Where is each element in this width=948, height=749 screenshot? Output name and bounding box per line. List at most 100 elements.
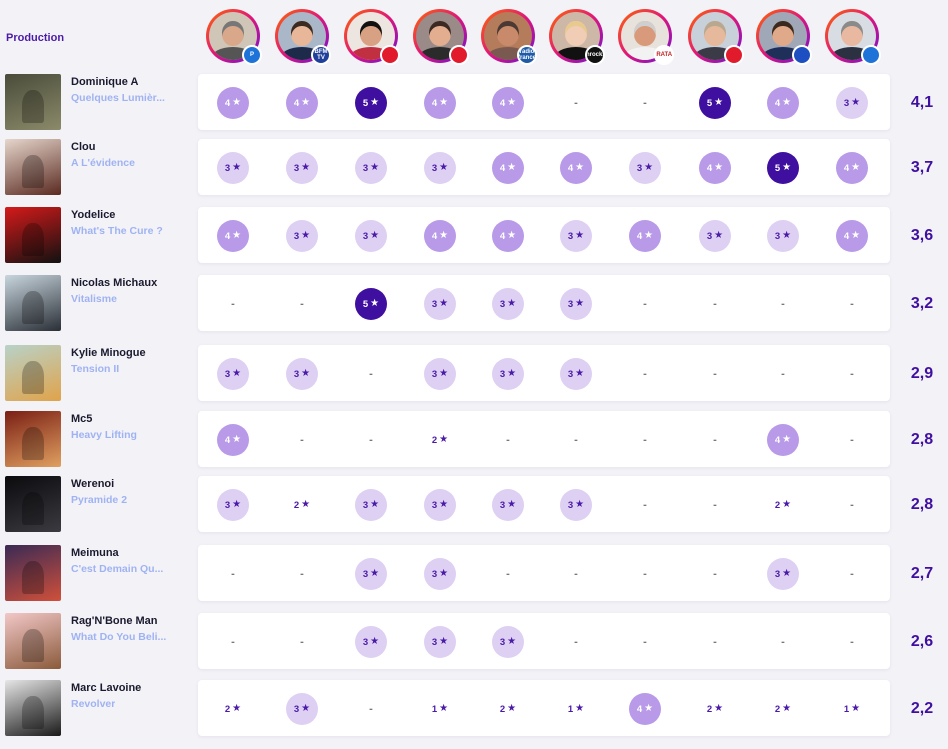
rating-cell[interactable]: 3 ★ <box>698 219 732 253</box>
critic-avatar-1[interactable]: P <box>206 9 262 65</box>
table-row[interactable]: Rag'N'Bone Man What Do You Beli... - -3 ★ 3 ★ 3… <box>0 613 948 669</box>
table-row[interactable]: Dominique A Quelques Lumièr... 4 ★ 4 ★ 5 ★ 4 ★ 4 ★ -… <box>0 74 948 130</box>
rating-cell[interactable]: 3 ★ <box>354 625 388 659</box>
rating-cell[interactable]: 4 ★ <box>559 151 593 185</box>
rating-cell[interactable]: 3 ★ <box>491 625 525 659</box>
album-cover[interactable] <box>5 613 61 669</box>
rating-cell[interactable]: - <box>628 625 662 659</box>
album-title[interactable]: Revolver <box>71 698 116 710</box>
table-row[interactable]: Kylie Minogue Tension II 3 ★ 3 ★ -3 ★ 3 ★ 3 ★ - - - -2,… <box>0 345 948 401</box>
rating-cell[interactable]: 2 ★ <box>216 692 250 726</box>
rating-cell[interactable]: - <box>698 625 732 659</box>
rating-cell[interactable]: 3 ★ <box>559 219 593 253</box>
rating-cell[interactable]: 3 ★ <box>423 488 457 522</box>
table-row[interactable]: Mc5 Heavy Lifting 4 ★ - -2 ★ - - - -4 ★ -2,8 <box>0 411 948 467</box>
rating-cell[interactable]: 3 ★ <box>491 287 525 321</box>
rating-cell[interactable]: 3 ★ <box>285 357 319 391</box>
album-title[interactable]: What Do You Beli... <box>71 631 167 643</box>
rating-cell[interactable]: 3 ★ <box>423 557 457 591</box>
rating-cell[interactable]: 3 ★ <box>559 287 593 321</box>
rating-cell[interactable]: - <box>766 287 800 321</box>
rating-cell[interactable]: - <box>354 692 388 726</box>
artist-name[interactable]: Clou <box>71 141 96 153</box>
rating-cell[interactable]: 3 ★ <box>491 488 525 522</box>
table-row[interactable]: Marc Lavoine Revolver 2 ★ 3 ★ -1 ★ 2 ★ 1 ★ 4 ★ 2 ★ 2 ★ 1 ★ 2… <box>0 680 948 736</box>
rating-cell[interactable]: - <box>766 625 800 659</box>
rating-cell[interactable]: - <box>216 625 250 659</box>
rating-cell[interactable]: 3 ★ <box>423 625 457 659</box>
rating-cell[interactable]: - <box>628 423 662 457</box>
rating-cell[interactable]: - <box>628 557 662 591</box>
rating-cell[interactable]: 4 ★ <box>766 86 800 120</box>
rating-cell[interactable]: 4 ★ <box>628 219 662 253</box>
rating-cell[interactable]: 4 ★ <box>423 219 457 253</box>
rating-cell[interactable]: 4 ★ <box>766 423 800 457</box>
rating-cell[interactable]: - <box>628 287 662 321</box>
rating-cell[interactable]: - <box>835 423 869 457</box>
critic-avatar-3[interactable] <box>344 9 400 65</box>
rating-cell[interactable]: 2 ★ <box>766 692 800 726</box>
album-cover[interactable] <box>5 545 61 601</box>
rating-cell[interactable]: 3 ★ <box>216 488 250 522</box>
album-cover[interactable] <box>5 345 61 401</box>
album-cover[interactable] <box>5 476 61 532</box>
rating-cell[interactable]: 1 ★ <box>559 692 593 726</box>
rating-cell[interactable]: 4 ★ <box>835 151 869 185</box>
rating-cell[interactable]: 4 ★ <box>491 86 525 120</box>
critic-avatar-10[interactable] <box>825 9 881 65</box>
rating-cell[interactable]: - <box>766 357 800 391</box>
rating-cell[interactable]: 4 ★ <box>216 219 250 253</box>
rating-cell[interactable]: 3 ★ <box>559 488 593 522</box>
rating-cell[interactable]: 3 ★ <box>285 692 319 726</box>
rating-cell[interactable]: - <box>835 625 869 659</box>
rating-cell[interactable]: - <box>628 86 662 120</box>
rating-cell[interactable]: - <box>835 357 869 391</box>
rating-cell[interactable]: 3 ★ <box>423 151 457 185</box>
rating-cell[interactable]: - <box>354 357 388 391</box>
rating-cell[interactable]: - <box>835 287 869 321</box>
table-row[interactable]: Nicolas Michaux Vitalisme - -5 ★ 3 ★ 3 ★ 3 ★ - - - -3,… <box>0 275 948 331</box>
table-row[interactable]: Clou A L'évidence 3 ★ 3 ★ 3 ★ 3 ★ 4 ★ 4 ★ 3 ★ 4 ★ 5 ★ 4 ★ 3,7 <box>0 139 948 195</box>
rating-cell[interactable]: - <box>559 625 593 659</box>
rating-cell[interactable]: 1 ★ <box>423 692 457 726</box>
album-cover[interactable] <box>5 275 61 331</box>
rating-cell[interactable]: 2 ★ <box>285 488 319 522</box>
rating-cell[interactable]: 2 ★ <box>491 692 525 726</box>
rating-cell[interactable]: 3 ★ <box>423 357 457 391</box>
rating-cell[interactable]: - <box>491 423 525 457</box>
rating-cell[interactable]: - <box>698 488 732 522</box>
rating-cell[interactable]: 2 ★ <box>766 488 800 522</box>
rating-cell[interactable]: 3 ★ <box>766 557 800 591</box>
rating-cell[interactable]: 5 ★ <box>698 86 732 120</box>
rating-cell[interactable]: - <box>698 287 732 321</box>
artist-name[interactable]: Kylie Minogue <box>71 347 146 359</box>
rating-cell[interactable]: 3 ★ <box>354 151 388 185</box>
album-cover[interactable] <box>5 680 61 736</box>
rating-cell[interactable]: 4 ★ <box>216 86 250 120</box>
critic-avatar-8[interactable] <box>688 9 744 65</box>
rating-cell[interactable]: 3 ★ <box>423 287 457 321</box>
album-title[interactable]: Heavy Lifting <box>71 429 137 441</box>
rating-cell[interactable]: - <box>559 86 593 120</box>
rating-cell[interactable]: 1 ★ <box>835 692 869 726</box>
rating-cell[interactable]: 3 ★ <box>835 86 869 120</box>
rating-cell[interactable]: 5 ★ <box>354 86 388 120</box>
rating-cell[interactable]: - <box>216 557 250 591</box>
rating-cell[interactable]: 4 ★ <box>491 219 525 253</box>
rating-cell[interactable]: 4 ★ <box>491 151 525 185</box>
artist-name[interactable]: Meimuna <box>71 547 119 559</box>
rating-cell[interactable]: 3 ★ <box>285 219 319 253</box>
artist-name[interactable]: Rag'N'Bone Man <box>71 615 158 627</box>
rating-cell[interactable]: - <box>285 625 319 659</box>
rating-cell[interactable]: - <box>354 423 388 457</box>
rating-cell[interactable]: 2 ★ <box>423 423 457 457</box>
rating-cell[interactable]: 3 ★ <box>628 151 662 185</box>
artist-name[interactable]: Werenoi <box>71 478 115 490</box>
rating-cell[interactable]: 3 ★ <box>354 219 388 253</box>
table-row[interactable]: Yodelice What's The Cure ? 4 ★ 3 ★ 3 ★ 4 ★ 4 ★ 3 ★ 4 ★ 3… <box>0 207 948 263</box>
album-title[interactable]: Vitalisme <box>71 293 117 305</box>
rating-cell[interactable]: 4 ★ <box>628 692 662 726</box>
rating-cell[interactable]: 4 ★ <box>698 151 732 185</box>
critic-avatar-6[interactable]: Inrocks <box>549 9 605 65</box>
table-row[interactable]: Meimuna C'est Demain Qu... - -3 ★ 3 ★ - - - -3 ★ -2,… <box>0 545 948 601</box>
